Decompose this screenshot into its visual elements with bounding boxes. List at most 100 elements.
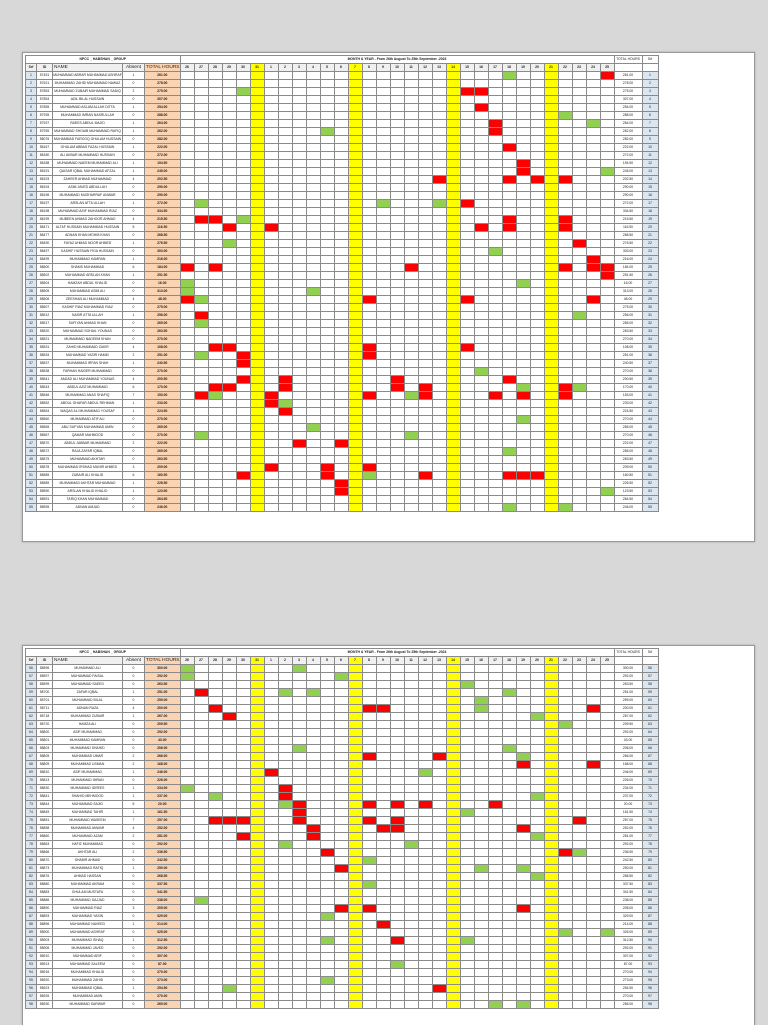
day-header: 17	[487, 63, 503, 72]
day-hours-cell	[375, 768, 391, 777]
day-hours-cell	[529, 231, 545, 240]
total-hours-right: 161.50	[613, 808, 643, 817]
day-hours-cell	[515, 479, 531, 488]
day-hours-cell	[459, 415, 475, 424]
title-row: NPCC _ HABSHAN _ GROUP MONTH & YEAR - Fro…	[25, 55, 659, 64]
day-hours-cell	[571, 808, 587, 817]
total-hours-right-header: TOTAL HOURS	[613, 55, 643, 64]
day-hours-cell	[347, 239, 363, 248]
day-hours-cell	[501, 856, 517, 865]
day-hours-cell	[347, 920, 363, 929]
day-hours-cell	[557, 664, 573, 673]
day-hours-cell	[473, 439, 489, 448]
day-hours-cell	[193, 920, 209, 929]
day-hours-cell	[487, 303, 503, 312]
day-hours-cell	[305, 199, 321, 208]
day-hours-cell	[333, 800, 349, 809]
day-hours-cell	[557, 872, 573, 881]
employee-id: 58876	[36, 872, 53, 881]
day-hours-cell	[529, 704, 545, 713]
day-hours-cell	[501, 279, 517, 288]
day-hours-cell	[305, 423, 321, 432]
day-hours-cell	[361, 367, 377, 376]
day-hours-cell	[375, 960, 391, 969]
row-serial: 71	[25, 784, 37, 793]
row-serial: 14	[25, 175, 37, 184]
day-hours-cell	[305, 303, 321, 312]
day-hours-cell	[277, 888, 293, 897]
day-hours-cell	[305, 111, 321, 120]
day-header: 1	[263, 656, 279, 665]
total-hours-right: 265.00	[613, 423, 643, 432]
day-hours-cell	[249, 295, 265, 304]
day-hours-cell	[319, 672, 335, 681]
day-hours-cell	[599, 880, 615, 889]
day-hours-cell	[333, 936, 349, 945]
total-hours: 16.00	[144, 279, 181, 288]
day-hours-cell	[571, 431, 587, 440]
day-hours-cell	[249, 119, 265, 128]
day-hours-cell	[221, 808, 237, 817]
day-hours-cell	[305, 744, 321, 753]
day-hours-cell	[501, 199, 517, 208]
employee-name: MUHAMMAD ZUBAIR MUHAMMAD SADIQ	[52, 87, 123, 96]
srf-header: Srf	[25, 63, 37, 72]
day-hours-cell	[333, 103, 349, 112]
day-hours-cell	[193, 255, 209, 264]
total-hours-right: 276.50	[613, 239, 643, 248]
day-hours-cell	[333, 119, 349, 128]
day-hours-cell	[347, 191, 363, 200]
day-hours-cell	[515, 1000, 531, 1009]
day-hours-cell	[389, 832, 405, 841]
day-hours-cell	[179, 960, 195, 969]
day-hours-cell	[291, 728, 307, 737]
day-hours-cell	[221, 143, 237, 152]
day-hours-cell	[445, 279, 461, 288]
day-hours-cell	[179, 503, 195, 512]
day-hours-cell	[529, 968, 545, 977]
attendance-table: NPCC _ HABSHAN _ GROUP MONTH & YEAR - Fro…	[25, 648, 659, 1009]
day-hours-cell	[361, 359, 377, 368]
day-hours-cell	[501, 215, 517, 224]
day-hours-cell	[375, 984, 391, 993]
total-hours-right: 263.50	[613, 455, 643, 464]
day-hours-cell	[221, 960, 237, 969]
day-hours-cell	[543, 936, 559, 945]
absent-count: 0	[122, 279, 145, 288]
day-hours-cell	[529, 784, 545, 793]
day-hours-cell	[459, 495, 475, 504]
day-hours-cell	[403, 335, 419, 344]
day-hours-cell	[459, 151, 475, 160]
day-hours-cell	[333, 768, 349, 777]
day-hours-cell	[445, 71, 461, 80]
day-hours-cell	[417, 319, 433, 328]
day-hours-cell	[305, 928, 321, 937]
day-hours-cell	[347, 447, 363, 456]
day-hours-cell	[221, 231, 237, 240]
day-hours-cell	[361, 87, 377, 96]
day-hours-cell	[333, 111, 349, 120]
row-serial-right: 82	[641, 872, 659, 881]
day-hours-cell	[445, 295, 461, 304]
day-hours-cell	[543, 463, 559, 472]
day-hours-cell	[361, 800, 377, 809]
total-hours: 222.00	[144, 143, 181, 152]
day-hours-cell	[291, 127, 307, 136]
sheet-title: NPCC _ HABSHAN _ GROUP	[25, 648, 181, 657]
day-hours-cell	[473, 463, 489, 472]
employee-row: 7 57937 RAEES ABDUL MAJID 1 264.00 264.00 7	[25, 119, 659, 128]
day-hours-cell	[291, 664, 307, 673]
day-hours-cell	[277, 696, 293, 705]
day-hours-cell	[277, 79, 293, 88]
day-hours-cell	[445, 1000, 461, 1009]
day-hours-cell	[599, 856, 615, 865]
day-hours-cell	[585, 680, 601, 689]
row-serial-right: 61	[641, 704, 659, 713]
day-hours-cell	[459, 199, 475, 208]
day-hours-cell	[207, 471, 223, 480]
day-hours-cell	[235, 231, 251, 240]
day-hours-cell	[179, 79, 195, 88]
employee-name: MUHAMMAD SAJID	[52, 800, 123, 809]
day-hours-cell	[445, 327, 461, 336]
day-hours-cell	[501, 680, 517, 689]
